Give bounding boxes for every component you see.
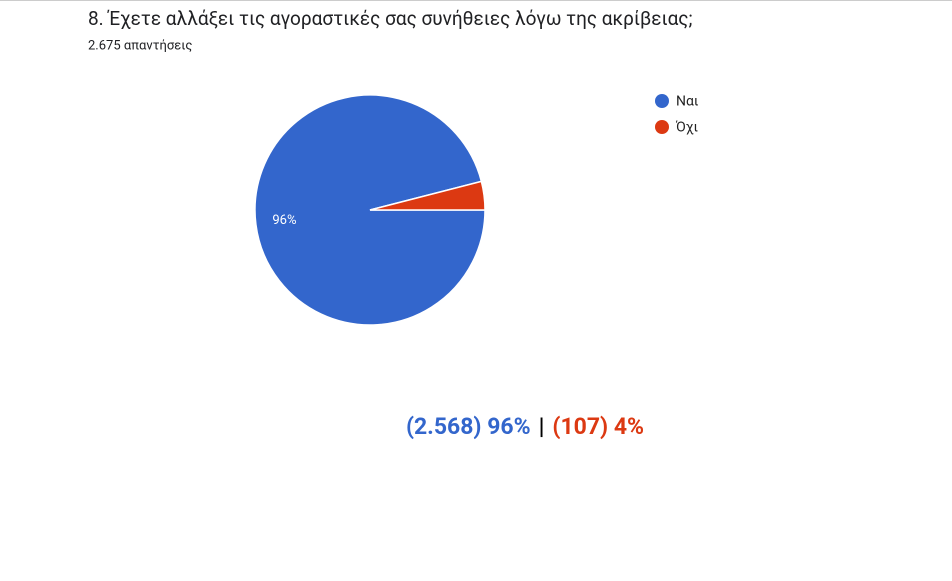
legend-swatch bbox=[655, 94, 669, 108]
annotation-part: (2.568) 96% bbox=[406, 413, 531, 440]
annotation-part: (107) 4% bbox=[552, 413, 644, 440]
legend-label: Όχι bbox=[675, 120, 699, 136]
pie-slice bbox=[369, 180, 486, 211]
legend-label: Ναι bbox=[676, 94, 699, 110]
annotation: (2.568) 96% | (107) 4% bbox=[406, 413, 644, 440]
chart-title: 8. Έχετε αλλάξει τις αγοραστικές σας συν… bbox=[88, 7, 693, 30]
legend-swatch bbox=[655, 120, 669, 134]
slice-label: 96% bbox=[272, 213, 296, 228]
pie: 96% bbox=[254, 94, 486, 326]
annotation-part: | bbox=[539, 413, 545, 440]
legend: Ναι Όχι bbox=[655, 94, 699, 136]
chart-subtitle: 2.675 απαντήσεις bbox=[88, 38, 192, 53]
